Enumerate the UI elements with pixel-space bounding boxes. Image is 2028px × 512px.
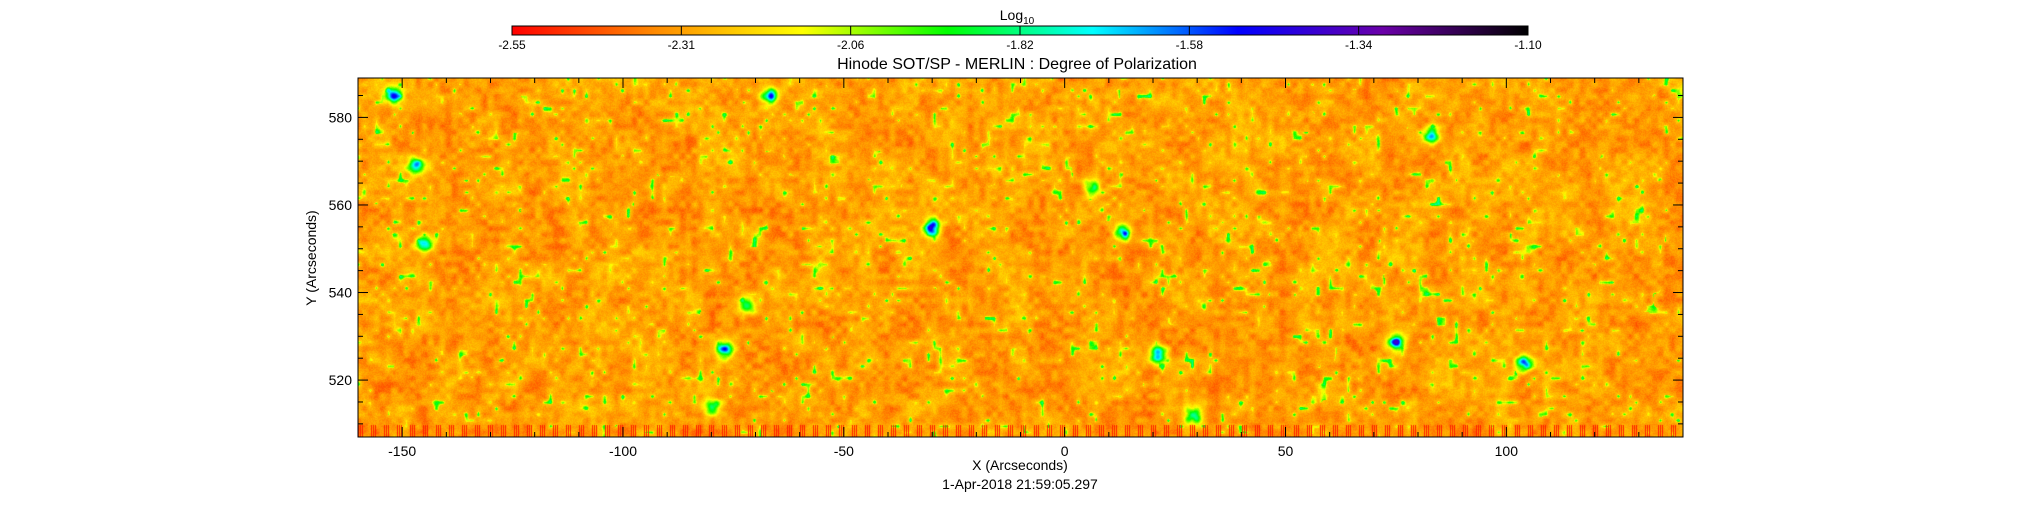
y-axis: 520 540 560 580 — [329, 95, 1683, 425]
x-tick-label: -50 — [834, 443, 854, 459]
colorbar-label-subscript: 10 — [1023, 16, 1035, 27]
colorbar: Log10 -2.55 -2.31 -2.06 -1.82 -1.58 -1.34 -1.1… — [498, 7, 1542, 52]
colorbar-tick-label: -1.34 — [1345, 38, 1373, 52]
colorbar-tick-label: -2.31 — [668, 38, 696, 52]
x-tick-label: 50 — [1278, 443, 1294, 459]
timestamp: 1-Apr-2018 21:59:05.297 — [942, 476, 1098, 492]
y-axis-label: Y (Arcseconds) — [303, 210, 319, 305]
x-axis-label: X (Arcseconds) — [972, 457, 1068, 473]
y-tick-label: 540 — [329, 285, 353, 301]
x-tick-label: 100 — [1495, 443, 1519, 459]
colorbar-tick-label: -2.06 — [837, 38, 865, 52]
x-tick-label: 0 — [1061, 443, 1069, 459]
x-tick-label: -100 — [609, 443, 637, 459]
x-tick-label: -150 — [388, 443, 416, 459]
colorbar-tick-label: -1.82 — [1006, 38, 1034, 52]
colorbar-tick-label: -1.10 — [1514, 38, 1542, 52]
heatmap-area — [357, 77, 1684, 438]
y-tick-label: 580 — [329, 109, 353, 125]
heatmap-image — [358, 78, 1683, 437]
colorbar-tick-label: -2.55 — [498, 38, 526, 52]
y-tick-label: 560 — [329, 197, 353, 213]
chart-title: Hinode SOT/SP - MERLIN : Degree of Polar… — [837, 56, 1197, 73]
x-axis: -150 -100 -50 0 50 100 — [357, 78, 1684, 459]
colorbar-label: Log10 — [1000, 7, 1035, 27]
y-tick-label: 520 — [329, 372, 353, 388]
colorbar-ticks: -2.55 -2.31 -2.06 -1.82 -1.58 -1.34 -1.10 — [498, 26, 1542, 52]
colorbar-tick-label: -1.58 — [1176, 38, 1204, 52]
